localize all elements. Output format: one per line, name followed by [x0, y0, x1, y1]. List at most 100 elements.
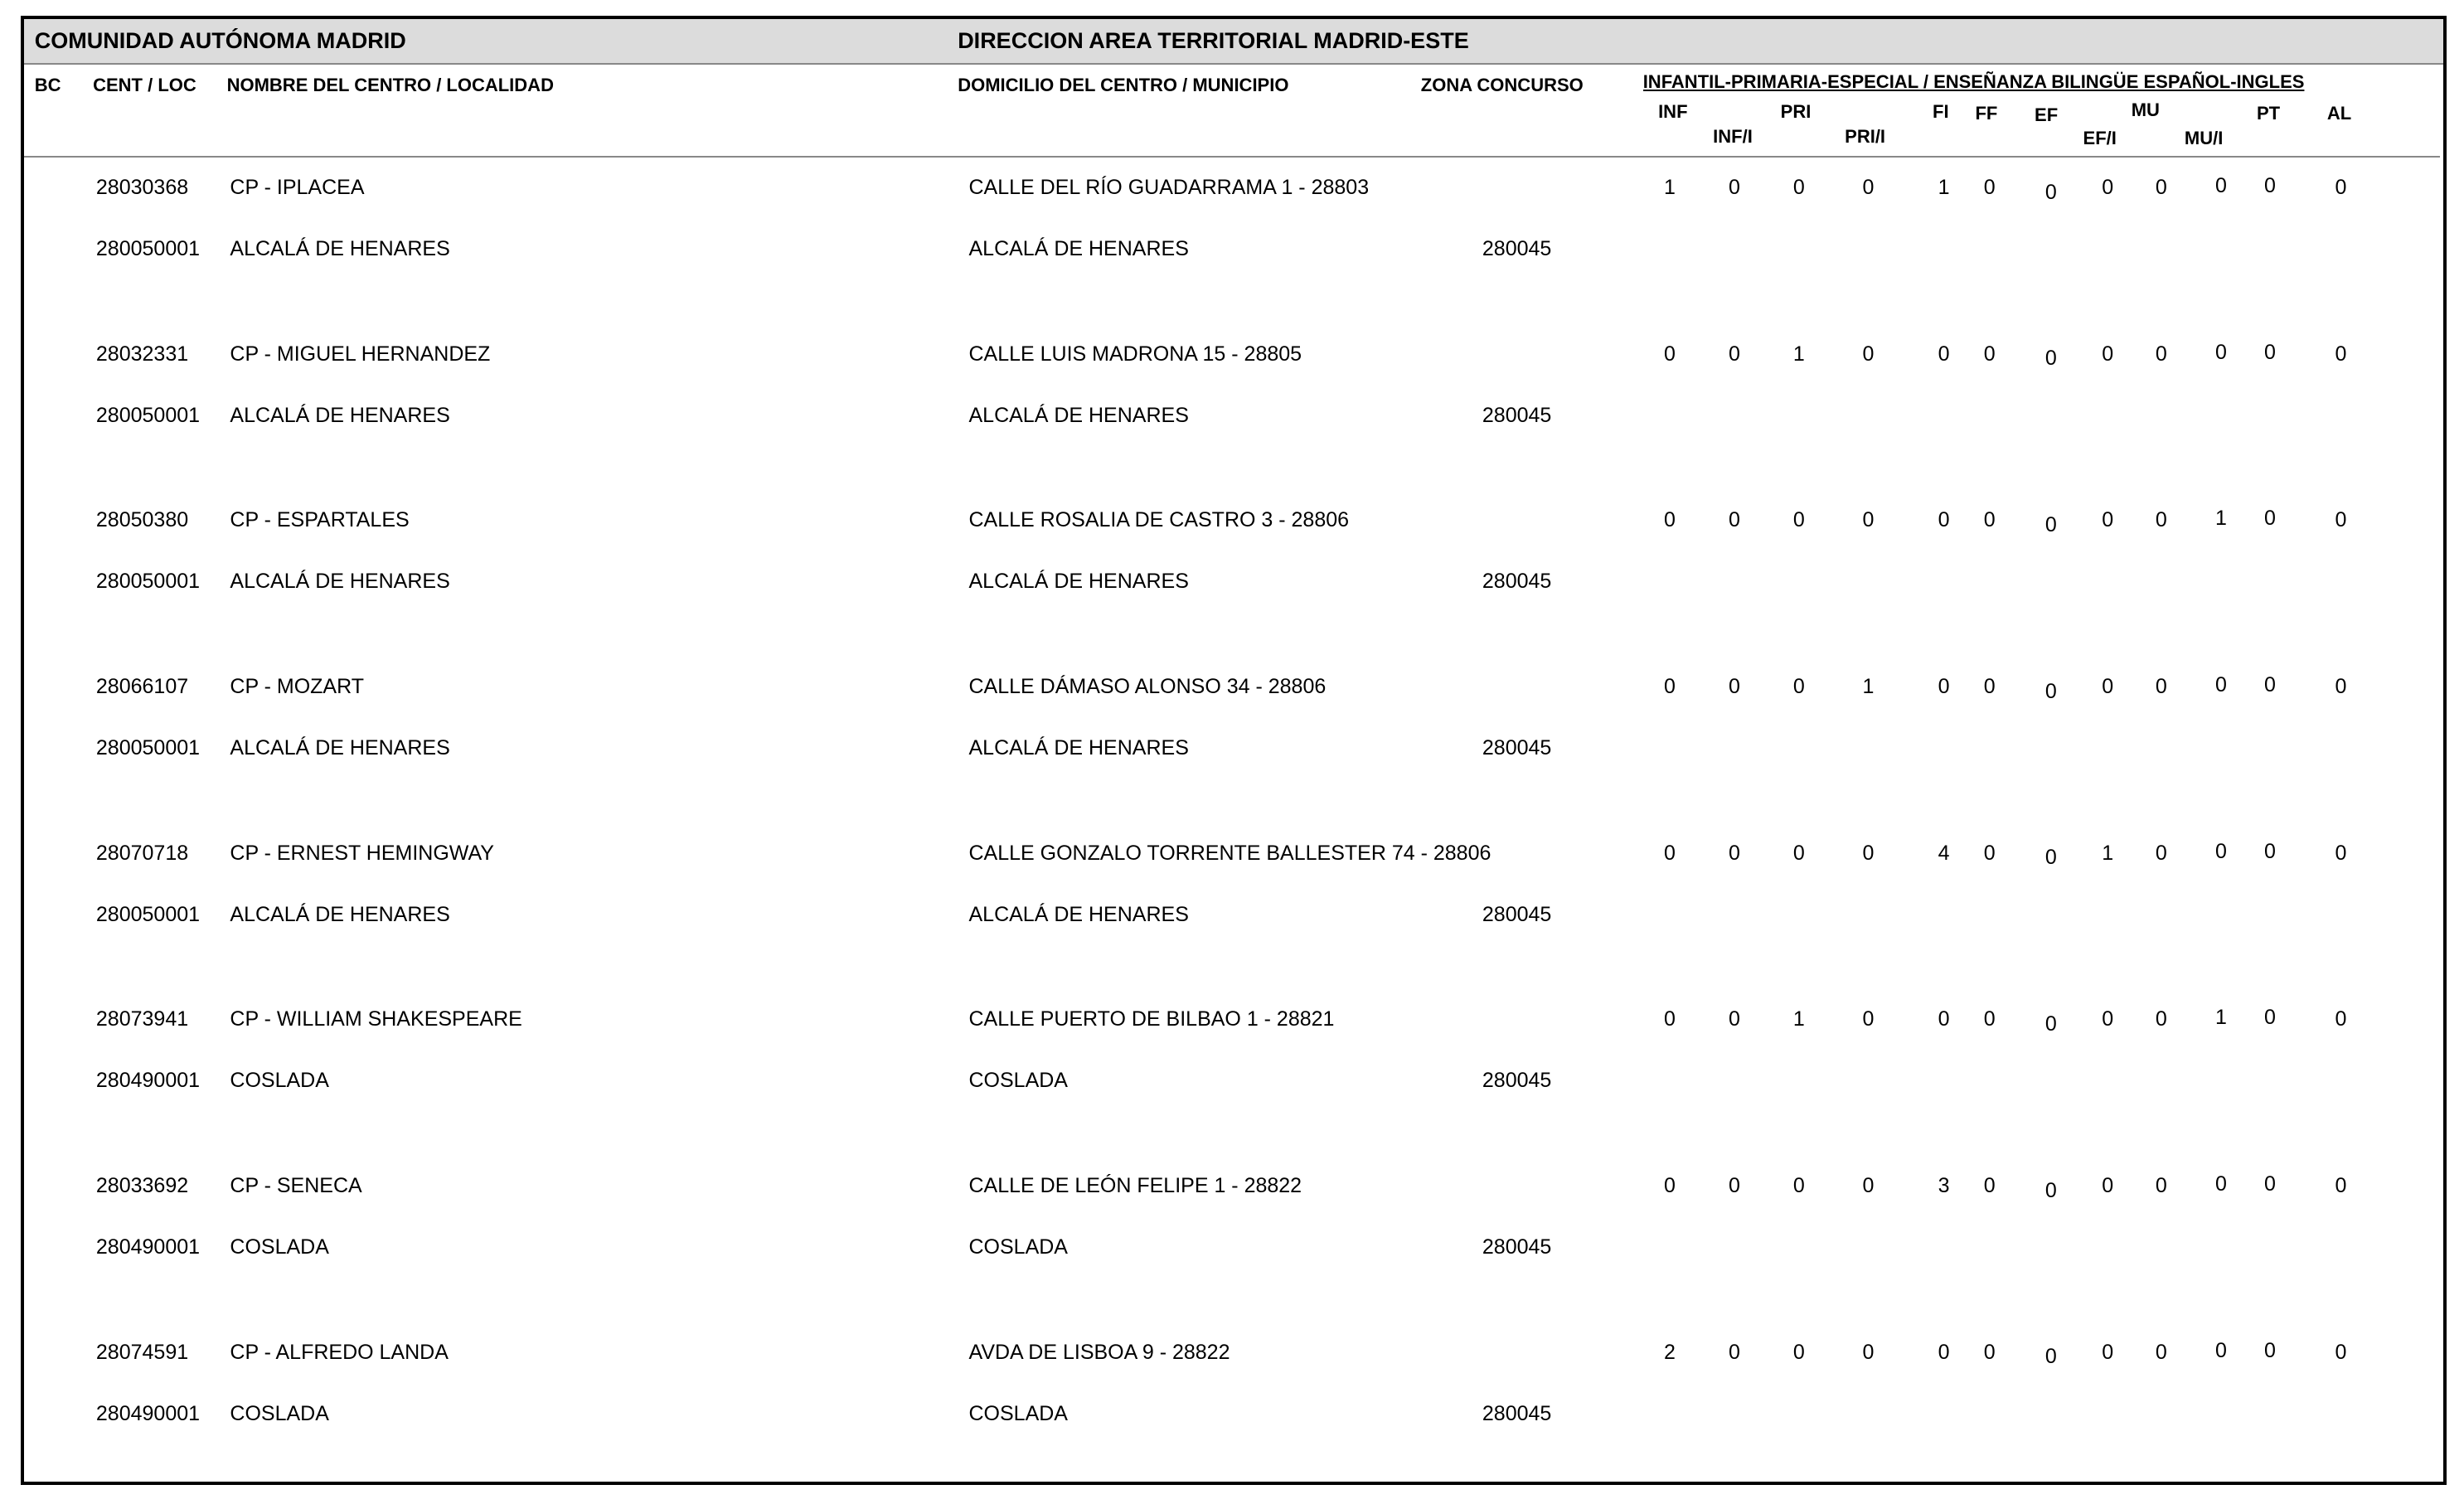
count: 0: [2215, 673, 2227, 697]
count: 1: [2215, 507, 2227, 531]
count: 0: [2044, 513, 2057, 537]
zona: 280045: [1482, 1235, 1552, 1259]
center-code: 28074591: [95, 1340, 189, 1364]
count: 0: [2335, 1340, 2347, 1364]
address: CALLE DE LEÓN FELIPE 1 - 28822: [968, 1173, 1302, 1197]
count: 0: [1862, 1173, 1875, 1197]
count: 0: [2044, 1012, 2057, 1036]
center-code: 28070718: [95, 841, 189, 865]
count: 0: [2155, 841, 2167, 865]
address: CALLE PUERTO DE BILBAO 1 - 28821: [968, 1007, 1335, 1031]
count: 0: [2044, 347, 2057, 371]
center-name: CP - ERNEST HEMINGWAY: [230, 841, 494, 865]
count: 0: [1792, 841, 1805, 865]
locality-code: 280050001: [95, 403, 201, 427]
address-block: CALLE GONZALO TORRENTE BALLESTER 74 - 28…: [969, 839, 1552, 929]
count: 0: [1938, 342, 1950, 366]
count: 0: [2155, 675, 2167, 699]
address-block: AVDA DE LISBOA 9 - 28822 COSLADA 280045: [968, 1338, 1552, 1428]
locality-code: 280050001: [95, 237, 201, 261]
count: 0: [1728, 1007, 1740, 1031]
count: 0: [1728, 508, 1740, 532]
locality-code: 280050001: [95, 736, 201, 760]
count: 3: [1938, 1173, 1950, 1197]
count: 1: [1862, 675, 1875, 699]
count: 0: [1728, 675, 1740, 699]
count: 1: [2102, 841, 2114, 865]
count: 0: [2102, 1007, 2114, 1031]
count: 0: [2044, 846, 2057, 870]
count: 0: [1983, 1173, 1996, 1197]
count: 0: [1664, 1173, 1676, 1197]
specialty-header: AL: [2326, 102, 2352, 124]
count: 0: [2102, 176, 2114, 200]
address-block: CALLE DE LEÓN FELIPE 1 - 28822 COSLADA 280…: [968, 1172, 1552, 1261]
address: CALLE ROSALIA DE CASTRO 3 - 28806: [968, 508, 1350, 532]
count: 0: [2155, 176, 2167, 200]
center-code: 28073941: [95, 1007, 189, 1031]
count: 0: [1983, 675, 1996, 699]
locality: ALCALÁ DE HENARES: [230, 570, 450, 594]
specialty-header: INF/I: [1713, 126, 1753, 148]
zona: 280045: [1482, 1401, 1552, 1425]
count: 0: [1792, 176, 1805, 200]
municipality: COSLADA: [968, 1401, 1068, 1425]
address-block: CALLE DÁMASO ALONSO 34 - 28806 ALCALÁ DE …: [968, 672, 1552, 762]
count: 0: [2215, 1172, 2227, 1196]
municipality: ALCALÁ DE HENARES: [968, 237, 1189, 261]
zona: 280045: [1482, 237, 1552, 261]
address-block: CALLE PUERTO DE BILBAO 1 - 28821 COSLADA 2…: [968, 1005, 1552, 1094]
address: CALLE DÁMASO ALONSO 34 - 28806: [968, 675, 1327, 699]
count: 0: [2044, 1178, 2057, 1202]
col-domicilio: DOMICILIO DEL CENTRO / MUNICIPIO: [958, 74, 1289, 95]
count: 0: [1983, 1340, 1996, 1364]
count: 0: [1862, 176, 1875, 200]
center-code: 28033692: [95, 1173, 189, 1197]
count: 0: [2215, 839, 2227, 863]
count: 0: [2102, 1340, 2114, 1364]
municipality: COSLADA: [968, 1069, 1068, 1093]
count: 0: [2335, 508, 2347, 532]
count: 0: [2102, 675, 2114, 699]
count: 0: [2215, 340, 2227, 364]
locality-code: 280490001: [95, 1235, 201, 1259]
header-right: DIRECCION AREA TERRITORIAL MADRID-ESTE: [958, 28, 1469, 54]
municipality: ALCALÁ DE HENARES: [968, 403, 1189, 427]
count: 0: [1792, 508, 1805, 532]
specialty-header: EF: [2035, 104, 2059, 125]
locality-code: 280490001: [95, 1069, 201, 1093]
count: 0: [2155, 1007, 2167, 1031]
count: 0: [1728, 1340, 1740, 1364]
count: 0: [1792, 1340, 1805, 1364]
center-code: 28066107: [95, 675, 189, 699]
count: 0: [1983, 176, 1996, 200]
zona: 280045: [1482, 1069, 1552, 1093]
header-band: [21, 16, 2443, 65]
locality-code: 280490001: [95, 1401, 201, 1425]
specialty-header: INF: [1658, 100, 1688, 122]
count: 0: [2335, 1007, 2347, 1031]
count: 0: [2263, 340, 2276, 364]
count: 1: [1664, 176, 1676, 200]
col-group: INFANTIL-PRIMARIA-ESPECIAL / ENSEÑANZA B…: [1642, 70, 2305, 92]
address: CALLE DEL RÍO GUADARRAMA 1 - 28803: [968, 176, 1370, 200]
center-name: CP - ALFREDO LANDA: [230, 1340, 449, 1364]
count: 0: [2335, 841, 2347, 865]
count: 0: [1728, 1173, 1740, 1197]
count: 0: [2044, 180, 2057, 204]
count: 0: [2335, 176, 2347, 200]
count: 0: [1728, 342, 1740, 366]
count: 0: [2263, 507, 2276, 531]
count: 0: [2044, 1345, 2057, 1369]
count: 0: [1938, 1007, 1950, 1031]
center-code: 28032331: [95, 342, 189, 366]
count: 0: [2102, 508, 2114, 532]
count: 0: [1664, 342, 1676, 366]
center-code: 28050380: [95, 508, 189, 532]
count: 0: [1983, 342, 1996, 366]
count: 0: [2102, 1173, 2114, 1197]
count: 0: [2155, 508, 2167, 532]
count: 0: [2263, 1172, 2276, 1196]
specialty-header: PRI/I: [1845, 126, 1886, 148]
